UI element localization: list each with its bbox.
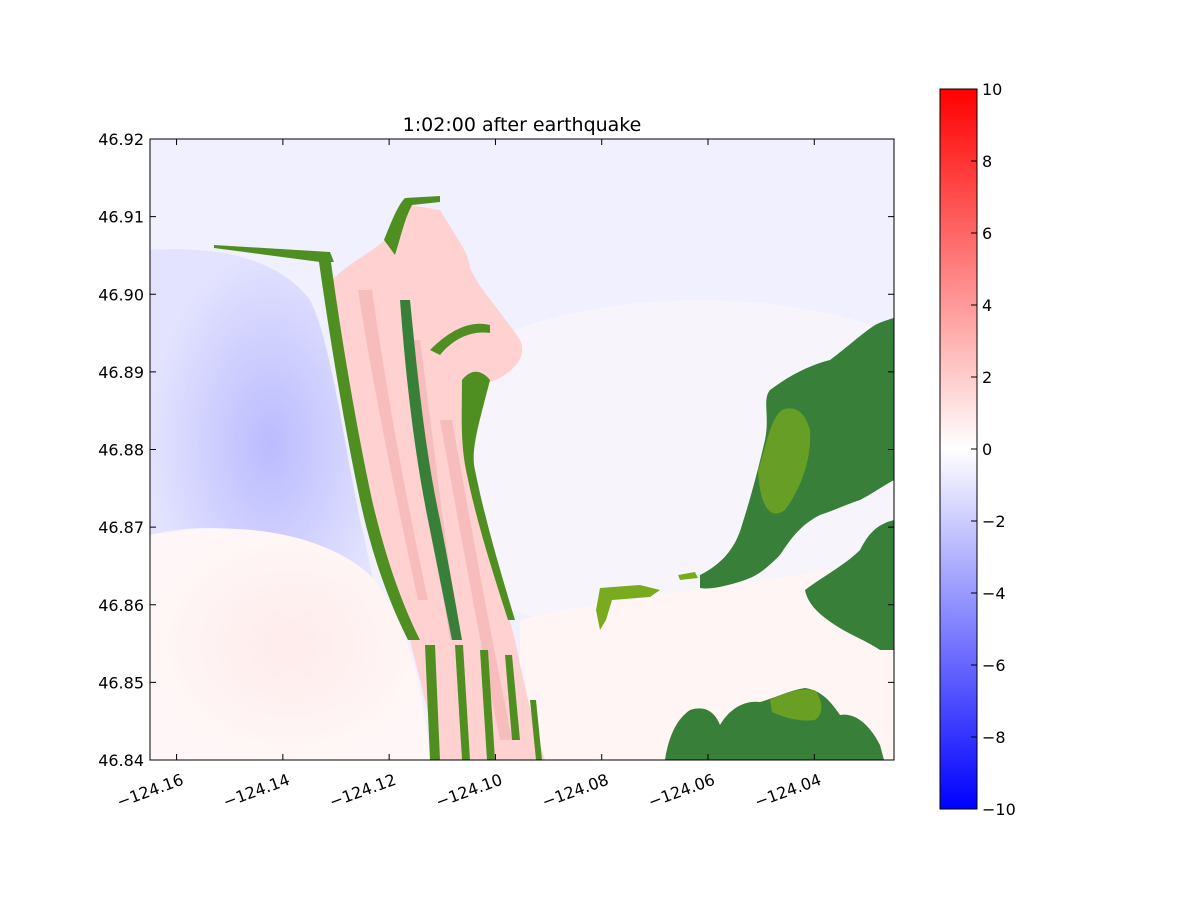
y-tick-label: 46.86 xyxy=(98,596,144,615)
x-tick-label: −124.16 xyxy=(114,770,186,812)
x-tick-label: −124.10 xyxy=(433,770,505,812)
x-tick-label: −124.06 xyxy=(646,770,718,812)
land xyxy=(214,196,894,760)
y-axis: 46.84 46.85 46.86 46.87 46.88 46.89 46.90 46.91… xyxy=(98,130,894,770)
land-spit-tip xyxy=(384,196,440,255)
colorbar-tick-label: 6 xyxy=(982,224,992,243)
x-tick-label: −124.12 xyxy=(327,770,399,812)
y-tick-label: 46.90 xyxy=(98,285,144,304)
region-ocean-southwest xyxy=(150,528,430,760)
y-tick-label: 46.85 xyxy=(98,673,144,692)
chart-title: 1:02:00 after earthquake xyxy=(403,114,642,136)
colorbar-tick-label: −4 xyxy=(982,584,1006,603)
land-mid-islet xyxy=(596,585,660,630)
colorbar-tick-label: −10 xyxy=(982,800,1016,819)
land-southern-strips xyxy=(425,645,542,760)
y-tick-label: 46.87 xyxy=(98,518,144,537)
y-tick-label: 46.91 xyxy=(98,208,144,227)
heatmap-field xyxy=(150,139,894,760)
plot-area xyxy=(149,138,895,761)
colorbar-tick-label: 10 xyxy=(982,80,1002,99)
colorbar-tick-label: 2 xyxy=(982,368,992,387)
land-bottom-right-highlight xyxy=(770,689,822,721)
land-east-spur xyxy=(430,323,490,355)
x-tick-label: −124.04 xyxy=(752,770,824,812)
region-spit-inundated xyxy=(332,205,545,760)
x-tick-label: −124.08 xyxy=(539,770,611,812)
land-islet-2 xyxy=(678,572,698,580)
y-tick-label: 46.89 xyxy=(98,363,144,382)
land-north-jetty xyxy=(214,245,334,262)
colorbar-tick-label: −2 xyxy=(982,512,1006,531)
land-southeast xyxy=(805,520,894,650)
y-tick-label: 46.84 xyxy=(98,751,144,770)
colorbar-tick-label: −8 xyxy=(982,728,1006,747)
colorbar-tick-label: 0 xyxy=(982,440,992,459)
y-tick-label: 46.88 xyxy=(98,441,144,460)
x-tick-label: −124.14 xyxy=(221,770,293,812)
land-west-edge xyxy=(318,255,420,640)
colorbar-tick-label: −6 xyxy=(982,656,1006,675)
land-bottom-right xyxy=(665,688,884,760)
colorbar: −10 −8 −6 −4 −2 0 2 4 6 8 10 xyxy=(939,80,1016,819)
colorbar-tick-label: 8 xyxy=(982,152,992,171)
region-ocean-trough xyxy=(150,249,390,641)
colorbar-ticks: −10 −8 −6 −4 −2 0 2 4 6 8 10 xyxy=(971,80,1016,819)
land-east-peninsula-highlight xyxy=(758,408,811,514)
land-inner-ridge xyxy=(400,300,462,640)
y-tick-label: 46.92 xyxy=(98,130,144,149)
land-east-shore xyxy=(461,371,515,620)
colorbar-tick-label: 4 xyxy=(982,296,992,315)
